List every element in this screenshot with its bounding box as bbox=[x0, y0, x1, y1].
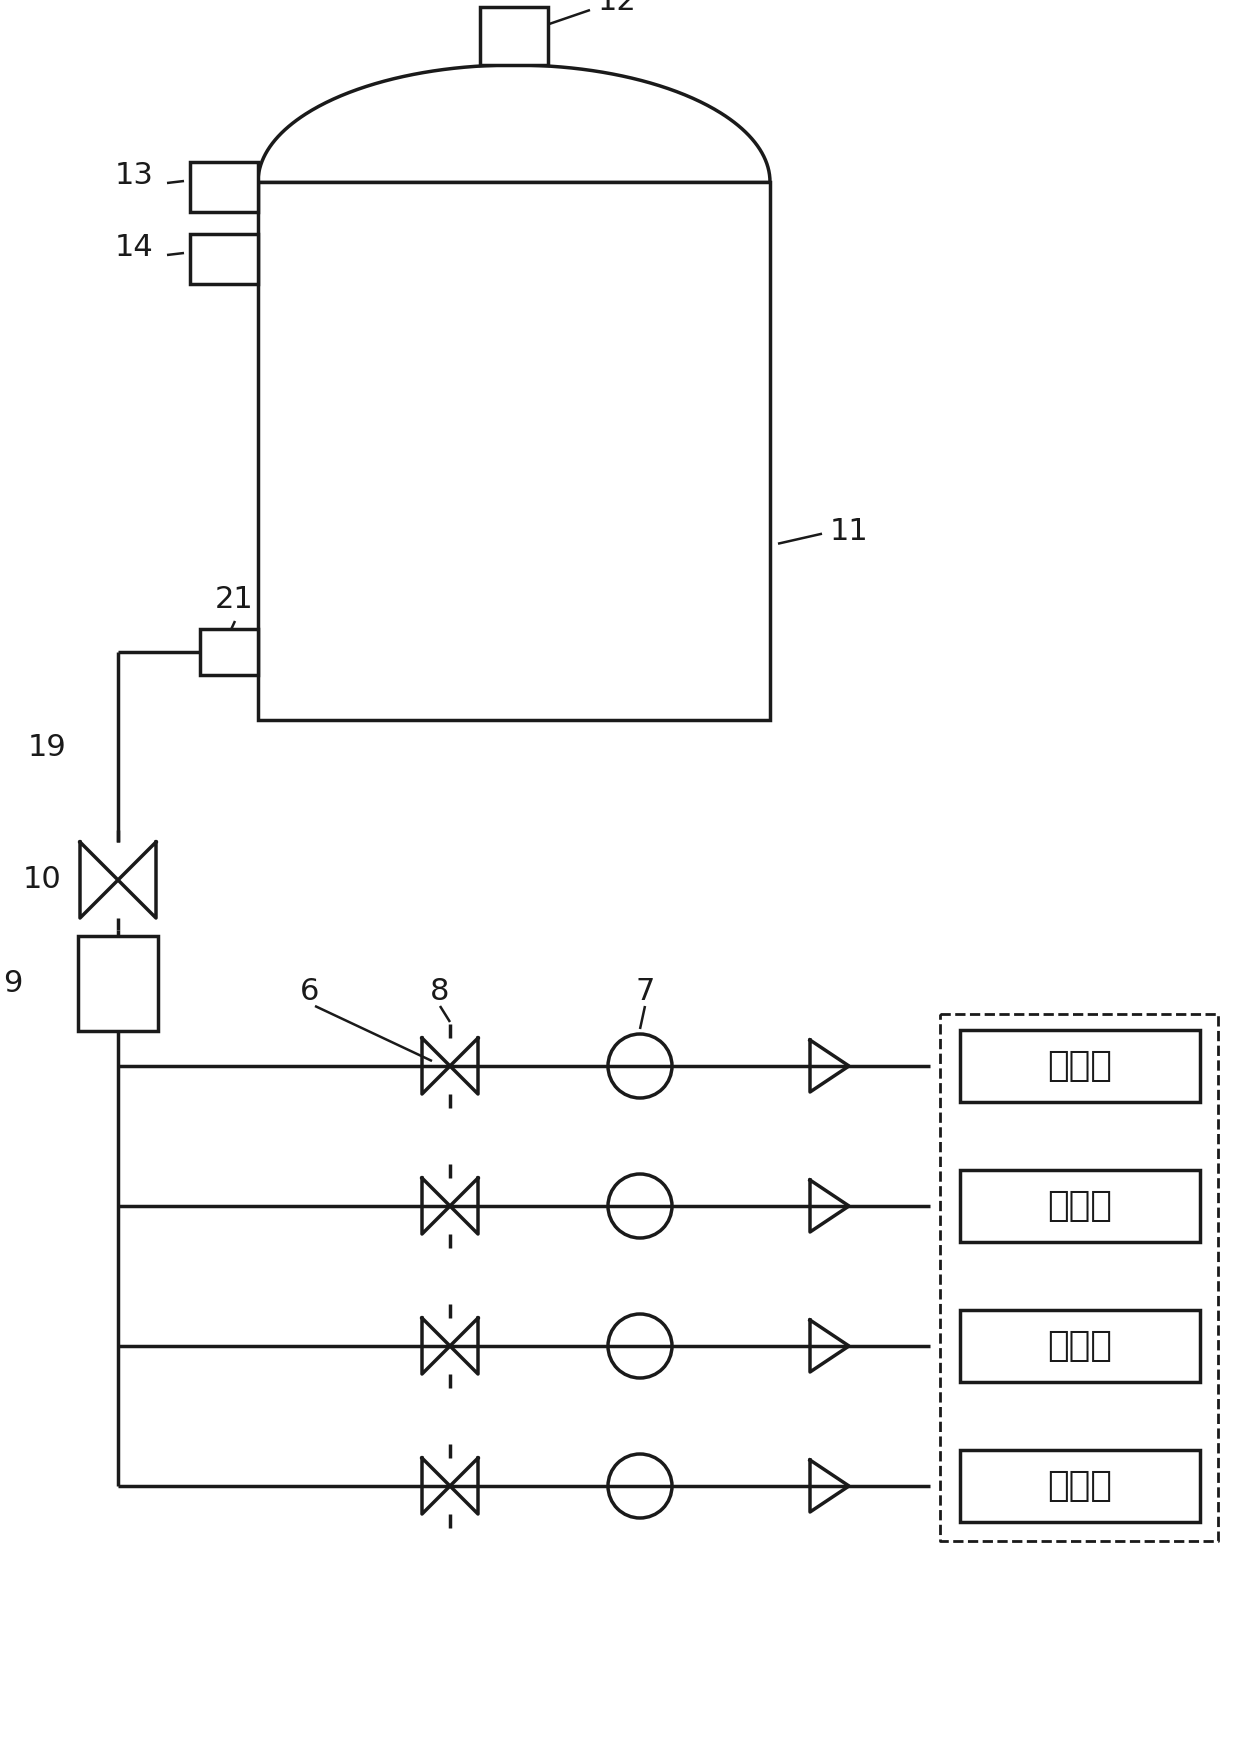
Bar bbox=[480, 7, 548, 64]
Text: 19: 19 bbox=[29, 732, 67, 762]
Text: 11: 11 bbox=[830, 516, 869, 546]
Bar bbox=[960, 1450, 1200, 1522]
Text: 6: 6 bbox=[300, 977, 320, 1005]
Text: 10: 10 bbox=[24, 866, 62, 894]
Text: 7: 7 bbox=[635, 977, 655, 1005]
Bar bbox=[960, 1029, 1200, 1103]
Text: 13: 13 bbox=[115, 160, 154, 190]
Text: 21: 21 bbox=[215, 584, 254, 614]
Text: 注入井: 注入井 bbox=[1048, 1329, 1112, 1363]
Bar bbox=[200, 630, 258, 675]
Text: 9: 9 bbox=[2, 969, 22, 998]
Text: 注入井: 注入井 bbox=[1048, 1189, 1112, 1223]
Bar bbox=[190, 235, 258, 283]
Text: 注入井: 注入井 bbox=[1048, 1049, 1112, 1083]
Text: 注入井: 注入井 bbox=[1048, 1469, 1112, 1502]
Bar bbox=[960, 1170, 1200, 1242]
Text: 12: 12 bbox=[598, 0, 637, 16]
Text: 14: 14 bbox=[115, 233, 154, 261]
Bar bbox=[258, 183, 770, 720]
Bar bbox=[190, 162, 258, 212]
Bar bbox=[78, 936, 157, 1031]
Text: 8: 8 bbox=[430, 977, 450, 1005]
Bar bbox=[960, 1309, 1200, 1383]
